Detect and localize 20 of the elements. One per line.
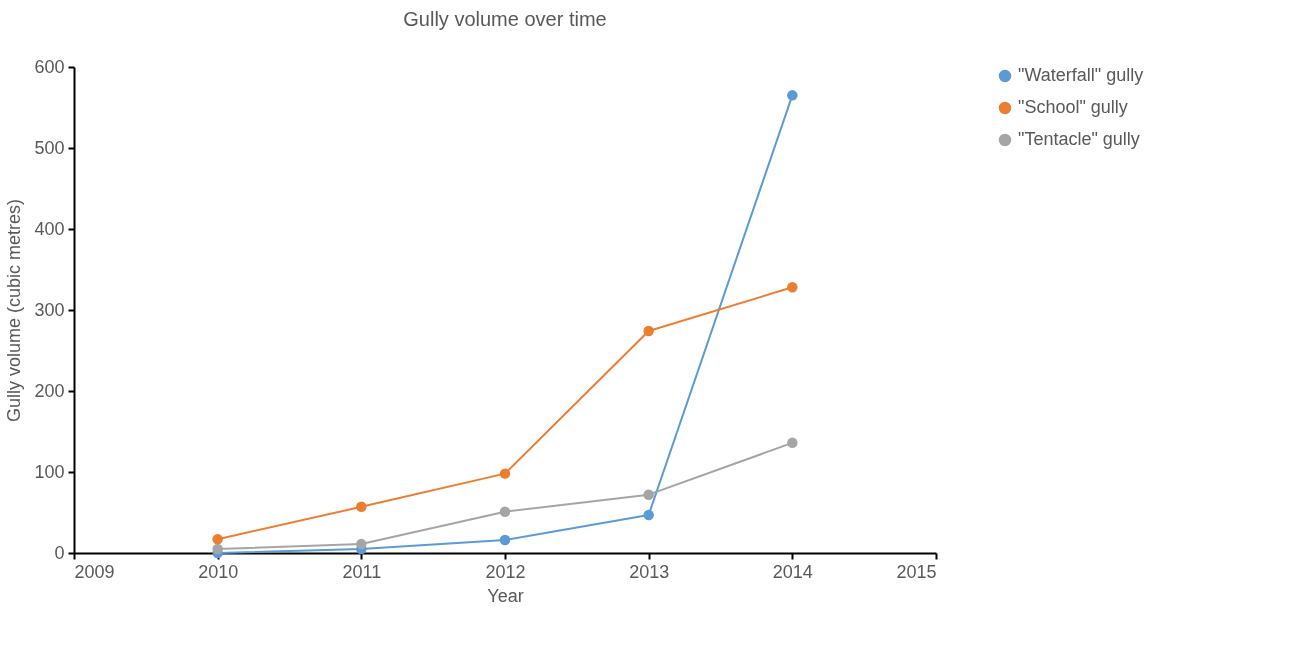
- x-tick-label: 2011: [342, 561, 382, 582]
- y-tick-label: 600: [34, 56, 65, 77]
- legend-label: "Waterfall" gully: [1018, 65, 1144, 85]
- legend-label: "School" gully: [1018, 97, 1128, 117]
- y-tick-label: 300: [34, 299, 65, 320]
- x-tick-label: 2013: [629, 561, 670, 582]
- legend-label: "Tentacle" gully: [1018, 129, 1140, 149]
- y-tick-label: 500: [34, 137, 65, 158]
- y-axis-title: Gully volume (cubic metres): [4, 198, 25, 423]
- y-tick-label: 0: [54, 542, 65, 563]
- x-tick-label: 2014: [772, 561, 813, 582]
- y-tick-label: 200: [34, 380, 65, 401]
- y-tick-label: 100: [34, 461, 65, 482]
- x-tick-label: 2009: [74, 561, 115, 582]
- x-axis-title: Year: [487, 585, 524, 606]
- y-tick-label: 400: [34, 218, 65, 239]
- x-tick-label: 2015: [896, 561, 937, 582]
- x-tick-label: 2012: [485, 561, 526, 582]
- chart-title: Gully volume over time: [403, 8, 607, 30]
- x-tick-label: 2010: [198, 561, 239, 582]
